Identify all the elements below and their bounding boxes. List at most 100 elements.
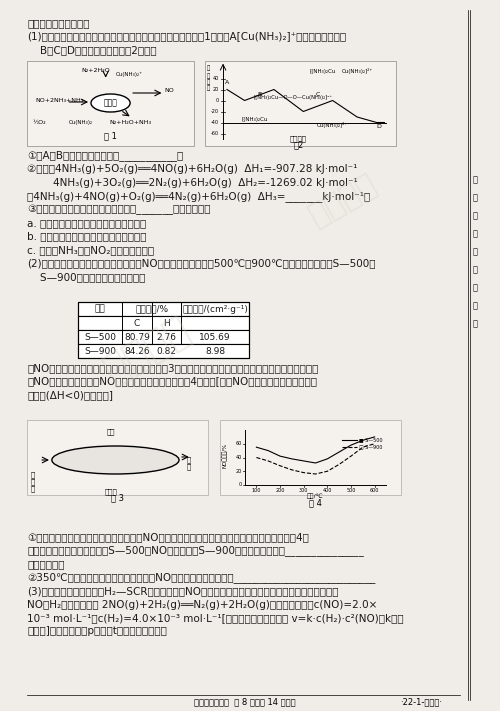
Text: 比表面积/(cm²·g⁻¹): 比表面积/(cm²·g⁻¹) xyxy=(182,304,248,314)
Text: 学还原(ΔH<0)两个过程]: 学还原(ΔH<0)两个过程] xyxy=(28,390,114,400)
Text: 0.82: 0.82 xyxy=(156,346,176,356)
Ellipse shape xyxy=(52,446,179,474)
Text: Cu(NH₃)₂]²⁺: Cu(NH₃)₂]²⁺ xyxy=(342,68,372,75)
Text: 2.76: 2.76 xyxy=(156,333,176,341)
Text: 题: 题 xyxy=(473,319,478,328)
Text: □ S—900: □ S—900 xyxy=(359,444,382,449)
Text: 内NO的出口浓度，可得NO的脱除率与温度的关系如图4所示。[已知NO的脱除主要包含吸附和化: 内NO的出口浓度，可得NO的脱除率与温度的关系如图4所示。[已知NO的脱除主要包… xyxy=(28,377,318,387)
Text: 口: 口 xyxy=(186,464,191,470)
Text: NO: NO xyxy=(164,87,174,92)
Text: 60: 60 xyxy=(236,442,242,447)
Text: 84.26: 84.26 xyxy=(124,346,150,356)
Text: C: C xyxy=(134,319,140,328)
Text: 严: 严 xyxy=(473,265,478,274)
Bar xyxy=(78,330,249,344)
Text: ①由A到B的变化过程可表示为___________。: ①由A到B的变化过程可表示为___________。 xyxy=(28,151,184,161)
Bar xyxy=(220,420,401,495)
Text: 率常数]。体系总压强p随时间t的变化如表所示。: 率常数]。体系总压强p随时间t的变化如表所示。 xyxy=(28,626,168,636)
Text: ①已知焦炭表面存在的官能团有利于吸附NO，其数量与焦炭中氢碳质量比的值密切相关。由图4可: ①已知焦炭表面存在的官能团有利于吸附NO，其数量与焦炭中氢碳质量比的值密切相关。… xyxy=(28,532,310,542)
Text: 8.98: 8.98 xyxy=(205,346,226,356)
Text: (3)氢气选择性催化还原（H₂—SCR）是目前消除NO的理想方法。一定条件下，向恒温恒容容器中充入: (3)氢气选择性催化还原（H₂—SCR）是目前消除NO的理想方法。一定条件下，向… xyxy=(28,586,339,596)
Text: 反应历程: 反应历程 xyxy=(290,136,307,142)
Text: -20: -20 xyxy=(211,109,219,114)
Text: 40: 40 xyxy=(236,455,242,460)
Text: 进行治理或综合利用。: 进行治理或综合利用。 xyxy=(28,18,90,28)
Text: 对: 对 xyxy=(207,73,210,79)
Text: -60: -60 xyxy=(211,131,219,136)
Text: 答案下载: 答案下载 xyxy=(304,169,382,231)
Text: NO和H₂，只发生反应 2NO(g)+2H₂(g)══N₂(g)+2H₂O(g)，已知起始时，c(NO)=2.0×: NO和H₂，只发生反应 2NO(g)+2H₂(g)══N₂(g)+2H₂O(g)… xyxy=(28,599,378,609)
Text: (2)原煤经热解，冷却得到的焦炭可用于NO的脱除。热解温度为500℃、900℃得到的焦炭分别用S—500、: (2)原煤经热解，冷却得到的焦炭可用于NO的脱除。热解温度为500℃、900℃得… xyxy=(28,259,376,269)
Text: 图 1: 图 1 xyxy=(104,132,117,141)
Text: a. 能加快反应速率，并且改变反应的焓变: a. 能加快反应速率，并且改变反应的焓变 xyxy=(28,218,146,228)
Text: 40: 40 xyxy=(213,76,219,81)
Text: 图 4: 图 4 xyxy=(309,498,322,507)
Bar xyxy=(206,60,396,146)
Text: C: C xyxy=(316,92,320,97)
Bar xyxy=(78,316,249,330)
Text: H: H xyxy=(163,319,170,328)
Text: 0: 0 xyxy=(238,483,242,488)
Bar xyxy=(28,420,208,495)
Text: ③关于该反应中催化剂的说法正确的是_______（填标号）。: ③关于该反应中催化剂的说法正确的是_______（填标号）。 xyxy=(28,205,211,215)
Text: 将NO浓度恒定的废气以固定流速通过反应器（图3），不同温度下，进行多组平行实验，测定相同时间: 将NO浓度恒定的废气以固定流速通过反应器（图3），不同温度下，进行多组平行实验，… xyxy=(28,363,319,373)
Text: 则4NH₃(g)+4NO(g)+O₂(g)══4N₂(g)+6H₂O(g)  ΔH₃=_______kJ·mol⁻¹。: 则4NH₃(g)+4NO(g)+O₂(g)══4N₂(g)+6H₂O(g) ΔH… xyxy=(28,191,370,202)
Text: b. 具有选择性，能降低特定反应的活化能: b. 具有选择性，能降低特定反应的活化能 xyxy=(28,232,147,242)
Text: 图2: 图2 xyxy=(294,141,304,149)
Text: Cu(NH₃)₂: Cu(NH₃)₂ xyxy=(69,120,94,125)
Text: S—900: S—900 xyxy=(84,346,116,356)
Text: S—500: S—500 xyxy=(84,333,116,341)
Text: 能: 能 xyxy=(207,80,210,85)
Bar xyxy=(78,344,249,358)
Text: B: B xyxy=(257,92,262,97)
Text: 出: 出 xyxy=(186,456,191,464)
Text: NO+2NH₃+NH₃: NO+2NH₃+NH₃ xyxy=(35,99,84,104)
Text: 图 3: 图 3 xyxy=(111,493,124,502)
Text: 以: 以 xyxy=(473,230,478,238)
Text: (1)一种以沸石笼作为载体对氮氧化物进行催化还原的原理如图1所示，A[Cu(NH₃)₂]⁺在沸石笼内转化为: (1)一种以沸石笼作为载体对氮氧化物进行催化还原的原理如图1所示，A[Cu(NH… xyxy=(28,31,346,41)
Text: 元素分析/%: 元素分析/% xyxy=(135,304,168,314)
Text: N₂+2H₂O: N₂+2H₂O xyxy=(82,68,110,73)
Text: 进: 进 xyxy=(30,471,34,479)
Text: 400: 400 xyxy=(322,488,332,493)
Bar xyxy=(28,60,194,146)
Text: 沸石笼: 沸石笼 xyxy=(104,99,118,107)
Text: 答: 答 xyxy=(473,301,478,311)
Text: 封: 封 xyxy=(473,193,478,203)
Text: D: D xyxy=(376,124,382,129)
Text: 4NH₃(g)+3O₂(g)══2N₂(g)+6H₂O(g)  ΔH₂=-1269.02 kJ·mol⁻¹: 4NH₃(g)+3O₂(g)══2N₂(g)+6H₂O(g) ΔH₂=-1269… xyxy=(28,178,358,188)
Text: 【高三理科综合  第 8 页（共 14 页）】: 【高三理科综合 第 8 页（共 14 页）】 xyxy=(194,697,296,707)
Text: ½O₂: ½O₂ xyxy=(32,120,46,125)
Text: 相: 相 xyxy=(207,65,210,71)
Text: 反应器: 反应器 xyxy=(104,488,117,495)
Text: B、C、D等中间体的过程如图2所示。: B、C、D等中间体的过程如图2所示。 xyxy=(28,45,157,55)
Text: 口: 口 xyxy=(30,486,34,492)
Text: 200: 200 xyxy=(276,488,284,493)
Text: [(NH₃)₂Cu—O—O—Cu(NH₃)₂]²⁺: [(NH₃)₂Cu—O—O—Cu(NH₃)₂]²⁺ xyxy=(254,95,333,100)
Text: -40: -40 xyxy=(211,120,219,125)
Text: 温度/℃: 温度/℃ xyxy=(307,493,324,498)
Bar xyxy=(78,302,249,316)
Text: 600: 600 xyxy=(370,488,380,493)
Text: 外: 外 xyxy=(473,247,478,257)
Text: 线: 线 xyxy=(473,211,478,220)
Text: 密: 密 xyxy=(473,176,478,184)
Text: 105.69: 105.69 xyxy=(200,333,231,341)
Text: Cu(NH₃)₂]²⁺: Cu(NH₃)₂]²⁺ xyxy=(317,122,348,129)
Text: NO脱除率/%: NO脱除率/% xyxy=(222,442,228,468)
Text: [(NH₃)₂Cu: [(NH₃)₂Cu xyxy=(310,68,336,73)
Text: 20: 20 xyxy=(236,469,242,474)
Text: ②已知：4NH₃(g)+5O₂(g)══4NO(g)+6H₂O(g)  ΔH₁=-907.28 kJ·mol⁻¹: ②已知：4NH₃(g)+5O₂(g)══4NO(g)+6H₂O(g) ΔH₁=-… xyxy=(28,164,358,174)
Text: 量: 量 xyxy=(207,85,210,91)
Text: [(NH₃)₂Cu: [(NH₃)₂Cu xyxy=(241,117,268,122)
Text: Cu(NH₃)₂⁺: Cu(NH₃)₂⁺ xyxy=(116,72,142,77)
Text: 80.79: 80.79 xyxy=(124,333,150,341)
Bar xyxy=(78,302,249,358)
Text: 禁: 禁 xyxy=(473,284,478,292)
Text: ②350℃后，随着温度升高，单位时间内NO的脱除率增大的原因是___________________________: ②350℃后，随着温度升高，单位时间内NO的脱除率增大的原因是_________… xyxy=(28,572,376,584)
Text: 10⁻³ mol·L⁻¹，c(H₂)=4.0×10⁻³ mol·L⁻¹[已知该反应速率方程为 v=k·c(H₂)·c²(NO)，k为速: 10⁻³ mol·L⁻¹，c(H₂)=4.0×10⁻³ mol·L⁻¹[已知该反… xyxy=(28,613,404,623)
Ellipse shape xyxy=(91,94,130,112)
Text: 300: 300 xyxy=(299,488,308,493)
Text: （任答一条）: （任答一条） xyxy=(28,559,65,569)
Text: 0: 0 xyxy=(216,98,219,103)
